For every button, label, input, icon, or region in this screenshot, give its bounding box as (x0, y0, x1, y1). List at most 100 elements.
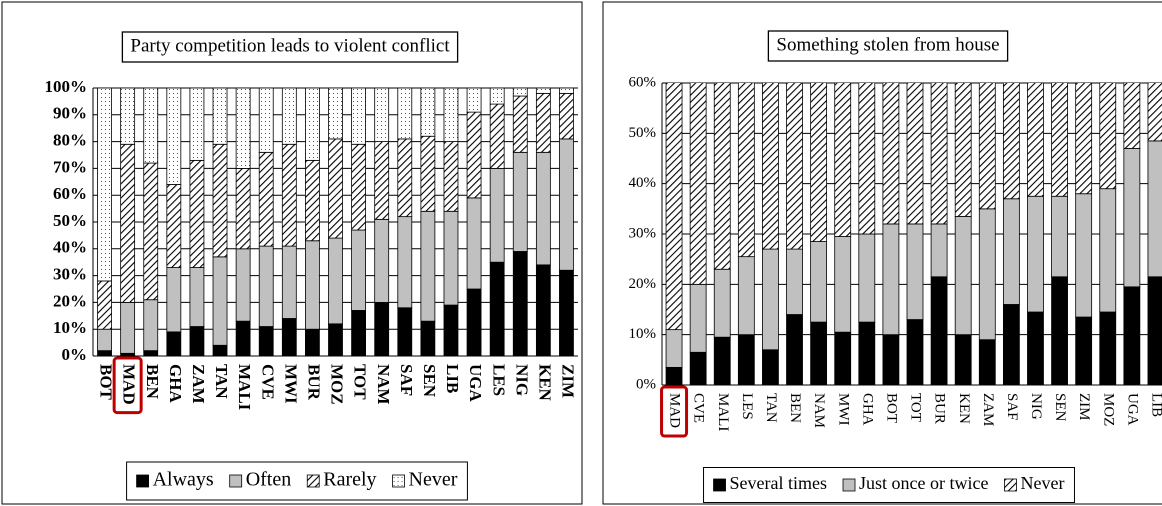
bar-segment (489, 167, 505, 263)
bar-segment (978, 208, 996, 341)
bar-segment (1027, 195, 1044, 313)
bar-segment (305, 159, 320, 242)
x-tick-label: TAN (763, 393, 779, 423)
panel-border (602, 1, 1162, 505)
bar-segment (762, 248, 779, 351)
legend-label: Several times (730, 473, 827, 493)
x-tick-label: MAD (120, 364, 139, 405)
bar-segment (512, 151, 528, 252)
x-tick-label: UGA (1124, 393, 1140, 426)
x-tick-label: KEN (535, 364, 554, 402)
x-tick-label: LES (489, 364, 508, 396)
bar-segment (1075, 193, 1093, 318)
bar-segment (120, 143, 136, 303)
x-tick-label: MAD (667, 393, 683, 428)
x-tick-label: TOT (351, 364, 370, 400)
bar-segment (466, 288, 482, 356)
bar-segment (737, 334, 755, 385)
bar-segment (466, 111, 482, 199)
bar-segment (443, 88, 459, 142)
bar-segment (351, 143, 366, 231)
bar-segment (786, 248, 803, 315)
bar-segment (906, 83, 924, 225)
bar-segment (212, 88, 228, 145)
x-tick-label: NAM (811, 393, 827, 428)
bar-segment (906, 223, 924, 320)
bar-segment (235, 248, 251, 322)
bar-segment (281, 318, 297, 356)
bar-segment (786, 83, 803, 250)
bar-segment (397, 307, 413, 356)
chart-title: Party competition leads to violent confl… (130, 35, 450, 56)
bar-segment (810, 321, 828, 385)
bar-segment (420, 135, 436, 212)
bar-segment (535, 88, 551, 94)
x-tick-label: GHA (166, 364, 185, 403)
bar-segment (374, 301, 390, 356)
bar-segment (328, 323, 343, 356)
x-tick-label: BEN (787, 393, 803, 423)
chart-panel: Something stolen from house 0% 10% 20% 30% 40… (602, 1, 1162, 505)
bar-segment (258, 326, 274, 356)
bar-segment (1099, 83, 1117, 190)
bar-segment (713, 268, 731, 338)
bar-segment (1147, 276, 1162, 385)
bar-segment (1075, 316, 1093, 385)
legend-swatch (842, 478, 856, 492)
bar-segment (97, 350, 112, 356)
y-tick-label: 60% (53, 184, 87, 203)
bar-segment (189, 88, 205, 161)
legend-label: Just once or twice (859, 473, 988, 493)
x-tick-label: BOT (883, 393, 899, 423)
bar-segment (1027, 83, 1044, 197)
bar-segment (559, 269, 574, 356)
legend-swatch (136, 474, 149, 488)
legend-swatch (229, 474, 243, 488)
bar-segment (235, 167, 251, 250)
bar-segment (737, 83, 755, 258)
bar-segment (443, 141, 459, 212)
bar-segment (689, 283, 707, 353)
y-tick-label: 90% (53, 104, 87, 123)
bar-segment (1002, 198, 1020, 305)
bar-segment (1051, 276, 1068, 385)
chart-panel: Party competition leads to violent confl… (1, 1, 583, 505)
bar-segment (1002, 83, 1020, 200)
bar-segment (397, 138, 413, 218)
bar-segment (328, 138, 343, 239)
y-tick-label: 40% (53, 238, 87, 257)
bar-segment (882, 334, 900, 385)
bar-segment (166, 267, 182, 333)
y-tick-label: 40% (629, 175, 657, 191)
x-tick-label: UGA (466, 364, 485, 402)
bar-segment (737, 256, 755, 336)
bar-segment (443, 210, 459, 306)
legend-swatch (306, 474, 320, 488)
bar-segment (397, 216, 413, 309)
y-tick-label: 0% (62, 345, 88, 364)
bar-segment (559, 88, 574, 94)
bar-segment (97, 280, 112, 330)
bar-segment (420, 320, 436, 356)
bar-segment (1099, 311, 1117, 385)
bar-segment (97, 88, 112, 282)
bar-segment (235, 320, 251, 356)
legend-swatch (1004, 478, 1017, 492)
bar-segment (489, 261, 505, 356)
x-tick-label: ZAM (980, 393, 996, 426)
x-tick-label: SEN (1052, 393, 1068, 422)
bar-segment (166, 88, 182, 185)
bar-segment (1123, 83, 1141, 149)
legend-label: Often (246, 469, 292, 491)
legend: Always Often Rarely Never (136, 469, 458, 491)
y-tick-label: 0% (636, 376, 656, 392)
bar-segment (834, 331, 852, 385)
bar-segment (858, 321, 876, 385)
legend: Several times Just once or twice Never (713, 473, 1064, 493)
x-tick-label: SEN (420, 364, 439, 398)
y-tick-label: 10% (629, 326, 657, 342)
x-tick-label: MOZ (328, 364, 347, 405)
bar-segment (374, 88, 390, 142)
bar-segment (1051, 195, 1068, 278)
bar-segment (1147, 140, 1162, 278)
